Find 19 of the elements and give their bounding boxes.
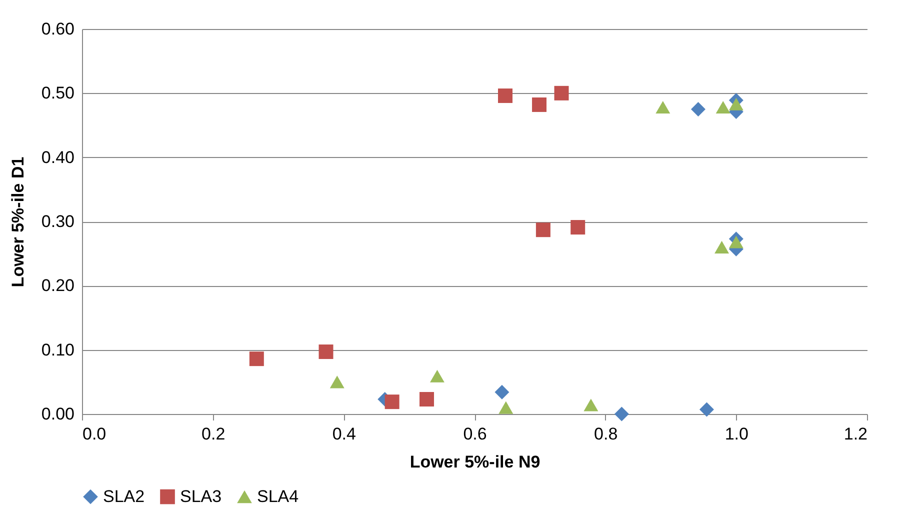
x-tick-label: 0.0 [82,424,106,444]
y-tick-label: 0.50 [41,84,74,103]
x-tick-label: 0.8 [594,424,618,444]
legend-label: SLA2 [103,486,145,506]
x-tick-label: 1.2 [844,424,868,444]
x-axis-title: Lower 5%-ile N9 [410,452,540,472]
y-tick-label: 0.10 [41,340,74,360]
x-tick-label: 0.4 [332,424,356,444]
y-tick-label: 0.60 [41,20,74,38]
y-tick-label: 0.30 [41,212,74,231]
x-tick-label: 0.6 [463,424,487,444]
legend-label: SLA3 [180,486,222,506]
y-axis-title: Lower 5%-ile D1 [8,156,28,288]
y-tick-label: 0.20 [41,276,74,296]
y-tick-label: 0.00 [41,404,74,424]
x-tick-label: 0.2 [202,424,226,444]
y-tick-label: 0.40 [41,148,74,167]
x-tick-label: 1.0 [724,424,748,444]
legend-label: SLA4 [257,486,299,506]
